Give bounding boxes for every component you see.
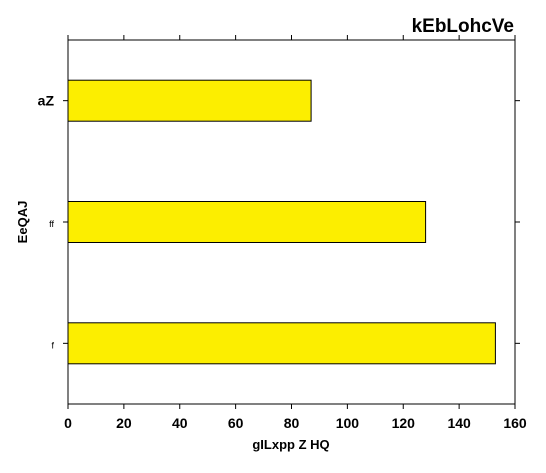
x-tick-label-3: 60 [228,415,244,431]
x-tick-labels: 0 20 40 60 80 100 120 140 160 [64,415,527,431]
bar-0 [67,79,312,122]
ticks-layer [63,35,520,409]
x-axis-label: gILxpp Z HQ [252,437,329,452]
y-tick-label-0: aZ [38,93,55,109]
x-tick-label-1: 20 [116,415,132,431]
x-tick-label-5: 100 [336,415,360,431]
bars-layer [67,79,496,365]
y-tick-label-2: f [51,340,54,350]
x-tick-label-7: 140 [447,415,471,431]
y-tick-label-1: ff [49,219,54,229]
bar-2 [67,322,496,365]
bar-1 [67,201,427,243]
x-tick-label-2: 40 [172,415,188,431]
x-tick-label-4: 80 [284,415,300,431]
y-axis-label: EeQAJ [15,201,30,244]
x-tick-label-8: 160 [503,415,527,431]
x-tick-label-0: 0 [64,415,72,431]
x-tick-label-6: 120 [392,415,416,431]
chart-title: kEbLohcVe [412,16,514,37]
